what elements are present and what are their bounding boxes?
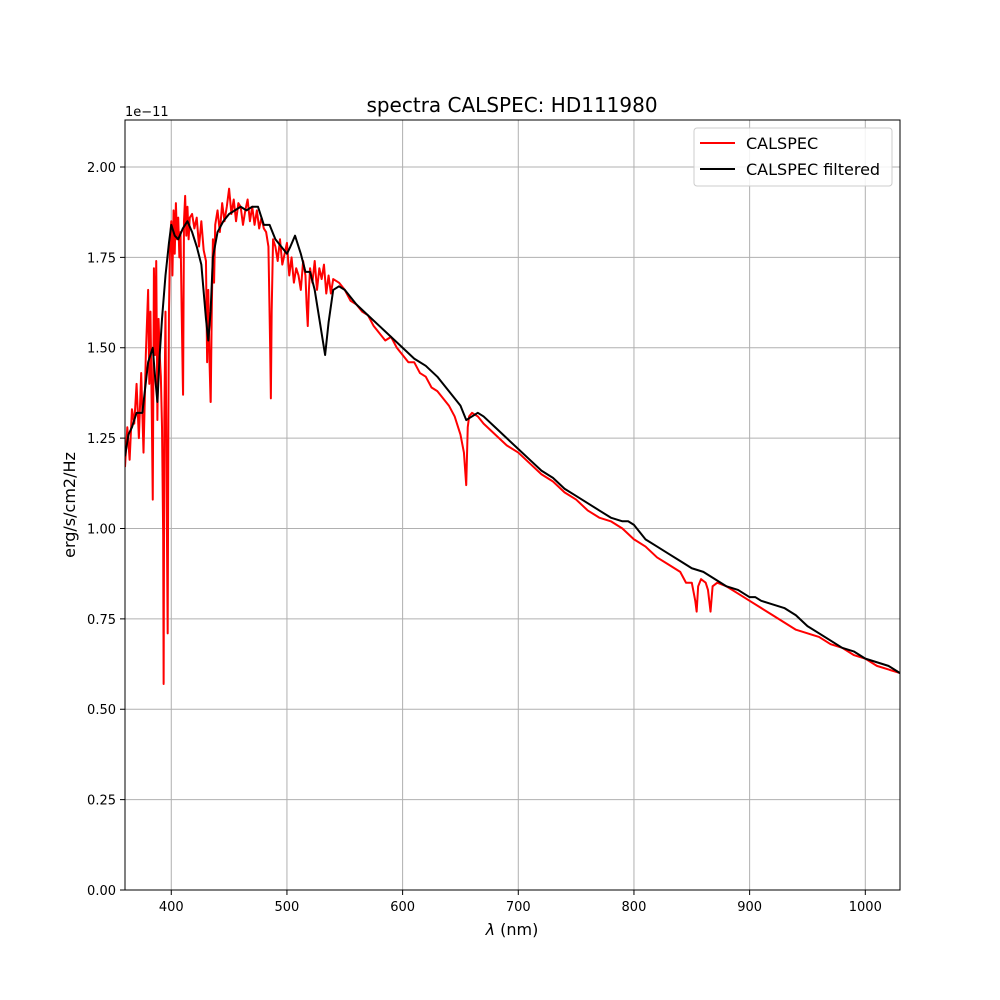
y-tick-label: 2.00 xyxy=(87,161,116,176)
x-tick-label: 1000 xyxy=(849,900,882,915)
plot-lines xyxy=(125,187,900,685)
axes-frame xyxy=(124,119,901,891)
x-tick-label: 400 xyxy=(159,900,184,915)
legend-box xyxy=(693,127,893,187)
x-tick-label: 600 xyxy=(390,900,415,915)
y-tick-label: 1.50 xyxy=(87,342,116,357)
offset-text: 1e−11 xyxy=(125,105,169,120)
y-tick-label: 1.75 xyxy=(87,251,116,266)
x-axis-label: λ (nm) xyxy=(485,920,539,939)
x-tick-label: 500 xyxy=(275,900,300,915)
y-tick-label: 0.75 xyxy=(87,613,116,628)
x-tick-label: 800 xyxy=(622,900,647,915)
chart-title: spectra CALSPEC: HD111980 xyxy=(366,93,657,117)
x-tick-label: 700 xyxy=(506,900,531,915)
y-tick-label: 0.25 xyxy=(87,794,116,809)
x-ticks: 400 500 600 700 800 900 1000 xyxy=(159,890,882,915)
legend-label-calspec-filtered: CALSPEC filtered xyxy=(746,160,880,179)
legend-label-calspec: CALSPEC xyxy=(746,134,818,153)
legend: CALSPEC CALSPEC filtered xyxy=(693,127,893,187)
y-ticks: 0.00 0.25 0.50 0.75 1.00 1.25 1.50 1.75 2.00 xyxy=(87,161,125,899)
y-tick-label: 0.50 xyxy=(87,703,116,718)
series-line-calspec-filtered xyxy=(125,205,900,674)
x-tick-label: 900 xyxy=(737,900,762,915)
y-tick-label: 1.25 xyxy=(87,432,116,447)
y-tick-label: 0.00 xyxy=(87,884,116,899)
y-axis-label: erg/s/cm2/Hz xyxy=(60,452,79,558)
y-tick-label: 1.00 xyxy=(87,522,116,537)
